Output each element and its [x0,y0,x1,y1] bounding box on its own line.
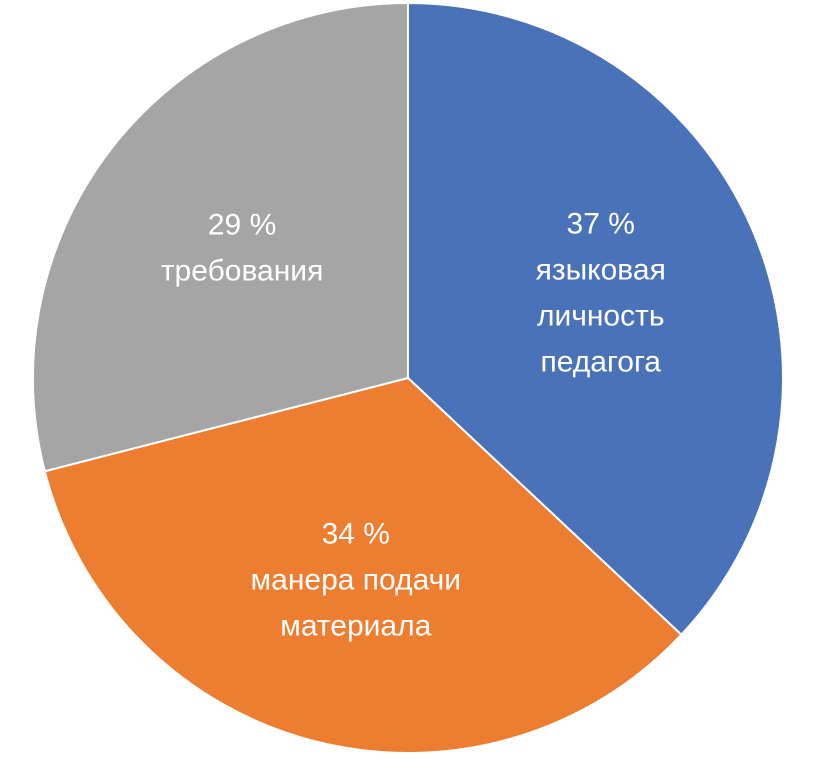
pie-slice-2 [43,376,683,754]
slice-category-label: педагога [541,346,662,379]
pie-slice-1 [407,1,784,637]
slice-category-label: языковая [536,254,666,287]
slice-category-label: требования [161,254,324,287]
slice-category-label: материала [280,609,431,642]
pie-slices [32,1,784,754]
slice-value-label: 34 % [322,517,390,550]
slice-category-label: личность [537,300,665,333]
slice-value-label: 37 % [567,208,635,241]
slice-value-label: 29 % [208,208,276,241]
pie-slice-3 [32,1,409,473]
pie-slice-label-1: 37 % языковая личность педагога [536,208,666,379]
slice-category-label: манера подачи [251,563,461,596]
pie-labels: 37 % языковая личность педагога 34 % манера п… [161,208,666,643]
pie-slice-label-3: 29 % требования [161,208,324,287]
pie-slice-label-2: 34 % манера подачи материала [251,517,461,642]
